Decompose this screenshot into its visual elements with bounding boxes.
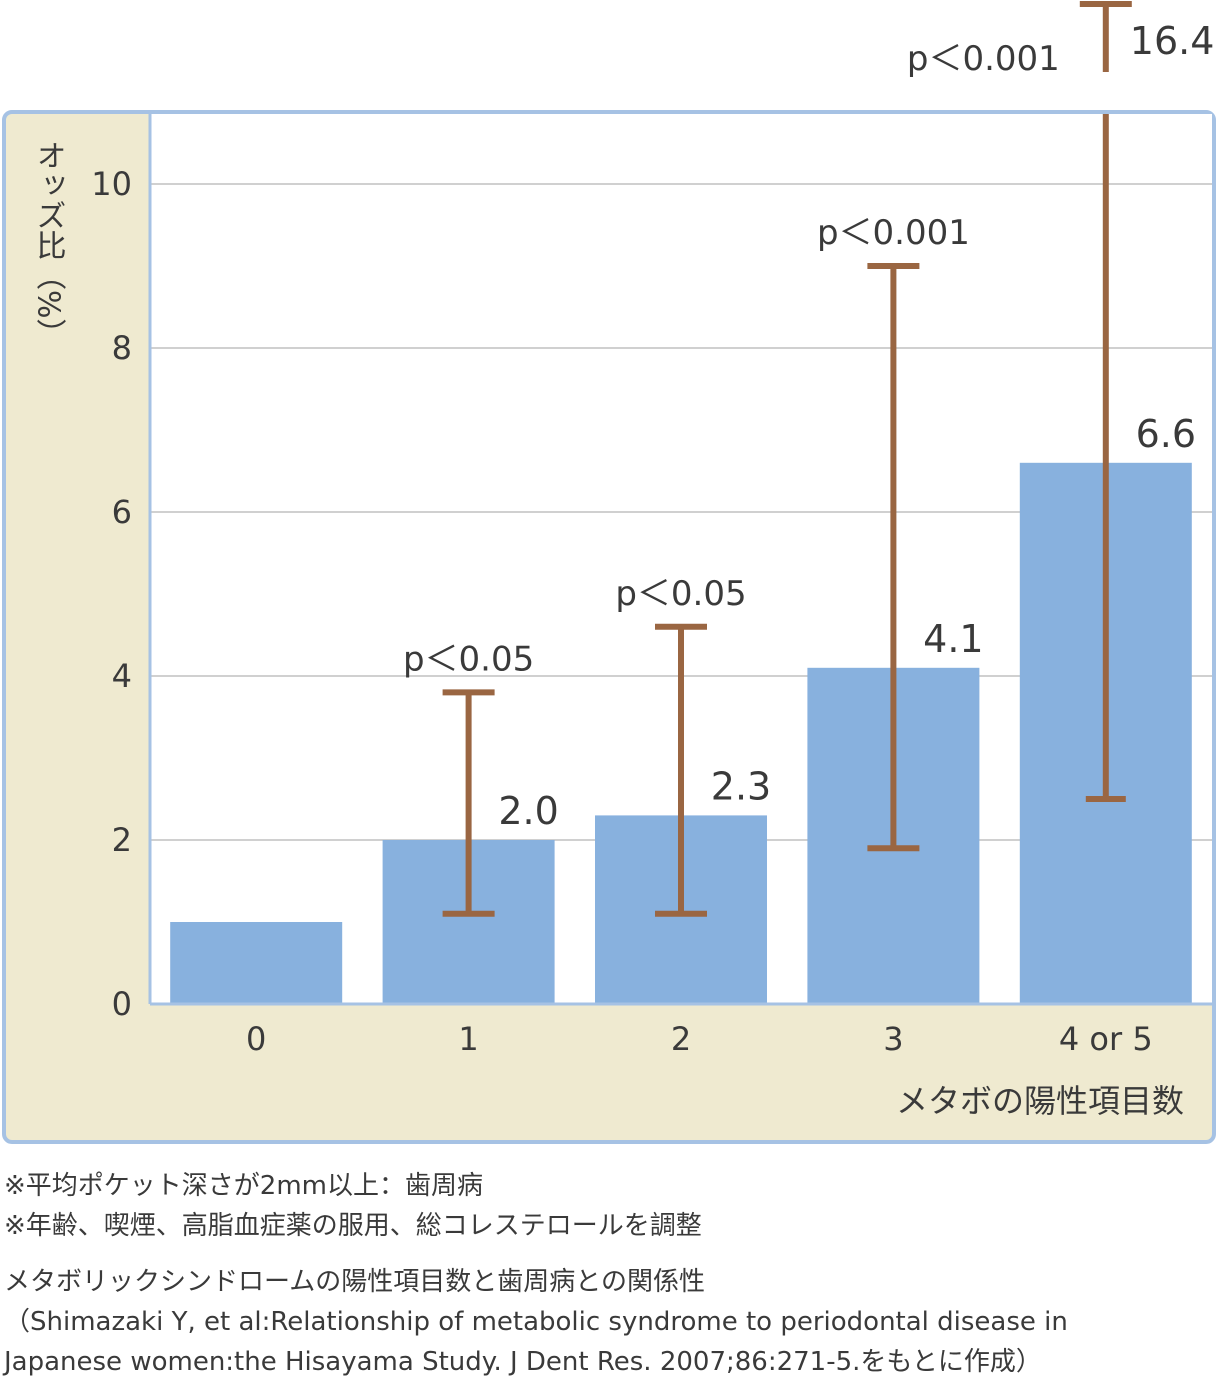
x-axis-label: メタボの陽性項目数 <box>896 1082 1184 1120</box>
bar <box>170 922 343 1004</box>
source-caption: メタボリックシンドロームの陽性項目数と歯周病との関係性 （Shimazaki Y… <box>4 1262 1214 1382</box>
y-tick-label: 8 <box>112 329 132 367</box>
p-value-label: p＜0.05 <box>615 574 746 614</box>
x-tick-labels: 0 1 2 3 4 or 5 <box>246 1020 1153 1058</box>
ci-upper-label: 16.4 <box>1130 19 1215 63</box>
value-label: 4.1 <box>923 617 983 661</box>
value-label: 6.6 <box>1136 412 1196 456</box>
x-tick-label: 4 or 5 <box>1059 1020 1153 1058</box>
y-tick-label: 0 <box>112 985 132 1023</box>
value-label: 2.3 <box>711 764 771 808</box>
error-bars <box>442 1 1132 917</box>
p-value-label: p＜0.05 <box>403 639 534 679</box>
odds-ratio-chart: 0 2 4 6 8 10 0 1 2 3 4 or 5 2.0 2.3 4.1 6.6 16.4 p＜0.… <box>2 1 1216 1144</box>
p-value-labels: p＜0.05 p＜0.05 p＜0.001 p＜0.001 <box>403 39 1060 679</box>
p-value-label: p＜0.001 <box>817 213 970 253</box>
x-tick-label: 3 <box>883 1020 903 1058</box>
p-value-label: p＜0.001 <box>907 39 1060 79</box>
footnotes: ※平均ポケット深さが2mm以上：歯周病 ※年齢、喫煙、高脂血症薬の服用、総コレス… <box>4 1166 1214 1246</box>
x-tick-label: 2 <box>671 1020 691 1058</box>
y-axis-label: オッズ比（%） <box>31 140 67 349</box>
caption-title: メタボリックシンドロームの陽性項目数と歯周病との関係性 <box>4 1267 705 1297</box>
y-tick-label: 6 <box>112 493 132 531</box>
footnote-2: ※年齢、喫煙、高脂血症薬の服用、総コレステロールを調整 <box>4 1211 702 1241</box>
x-tick-label: 1 <box>458 1020 478 1058</box>
value-label: 2.0 <box>498 789 558 833</box>
y-tick-label: 10 <box>91 165 132 203</box>
footnote-1: ※平均ポケット深さが2mm以上：歯周病 <box>4 1171 483 1201</box>
x-tick-label: 0 <box>246 1020 266 1058</box>
value-labels: 2.0 2.3 4.1 6.6 16.4 <box>498 19 1214 833</box>
caption-citation-1: （Shimazaki Y, et al:Relationship of meta… <box>4 1307 1068 1337</box>
y-tick-label: 2 <box>112 821 132 859</box>
caption-citation-2: Japanese women:the Hisayama Study. J Den… <box>4 1347 1042 1377</box>
y-tick-labels: 0 2 4 6 8 10 <box>91 165 132 1023</box>
y-tick-label: 4 <box>112 657 132 695</box>
